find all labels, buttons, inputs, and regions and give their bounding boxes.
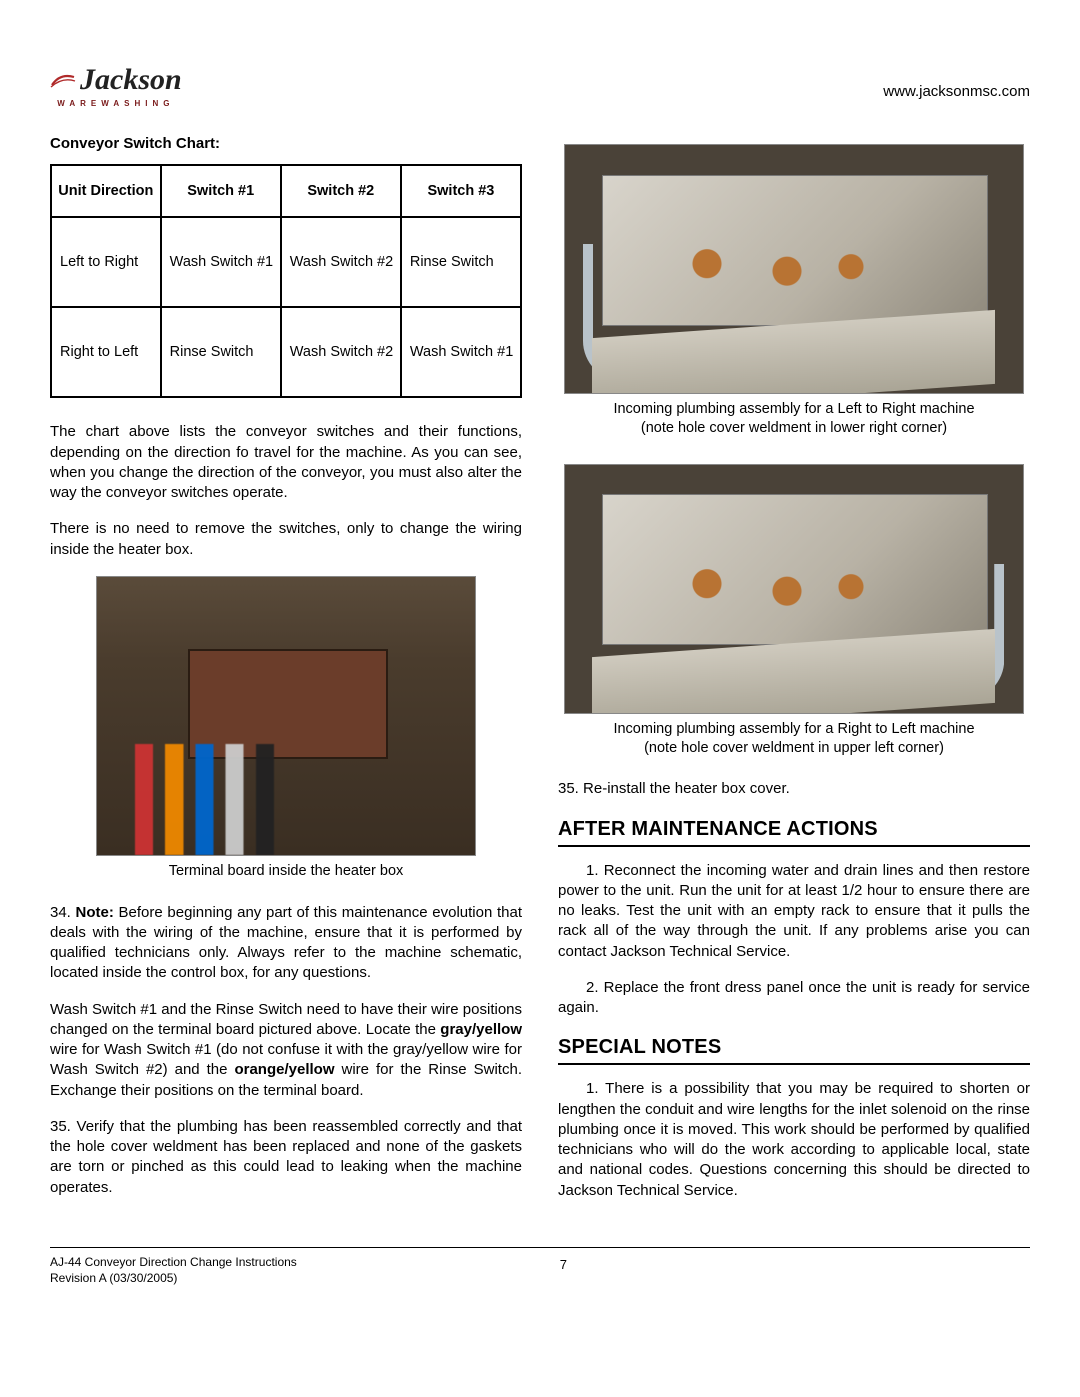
figure-caption: Incoming plumbing assembly for a Right t… [558, 720, 1030, 758]
table-header: Switch #3 [401, 165, 521, 217]
table-cell: Wash Switch #1 [161, 217, 281, 307]
after-maintenance-step-2: 2. Replace the front dress panel once th… [558, 978, 1030, 1019]
table-cell: Wash Switch #2 [281, 307, 401, 397]
step-number: 34. [50, 904, 76, 921]
paragraph-no-remove: There is no need to remove the switches,… [50, 519, 522, 560]
content-columns: Conveyor Switch Chart: Unit Direction Sw… [50, 134, 1030, 1217]
table-cell: Left to Right [51, 217, 161, 307]
table-cell: Wash Switch #1 [401, 307, 521, 397]
figure-caption: Terminal board inside the heater box [50, 862, 522, 881]
footer-page-number: 7 [560, 1254, 567, 1274]
caption-line: Incoming plumbing assembly for a Right t… [613, 721, 974, 737]
paragraph-step-35: 35. Verify that the plumbing has been re… [50, 1117, 522, 1198]
paragraph-chart-explain: The chart above lists the conveyor switc… [50, 422, 522, 503]
caption-line: (note hole cover weldment in upper left … [644, 740, 944, 756]
page-footer: AJ-44 Conveyor Direction Change Instruct… [50, 1247, 1030, 1286]
caption-line: (note hole cover weldment in lower right… [641, 420, 947, 436]
after-maintenance-step-1: 1. Reconnect the incoming water and drai… [558, 861, 1030, 962]
paragraph-wire-swap: Wash Switch #1 and the Rinse Switch need… [50, 1000, 522, 1101]
table-row: Left to Right Wash Switch #1 Wash Switch… [51, 217, 521, 307]
caption-line: Incoming plumbing assembly for a Left to… [613, 401, 974, 417]
figure-plumbing-rtl [558, 464, 1030, 714]
logo-subline: WAREWASHING [57, 99, 174, 110]
table-row: Right to Left Rinse Switch Wash Switch #… [51, 307, 521, 397]
figure-plumbing-ltr [558, 144, 1030, 394]
step-text: Before beginning any part of this mainte… [50, 904, 522, 982]
table-cell: Wash Switch #2 [281, 217, 401, 307]
table-cell: Right to Left [51, 307, 161, 397]
footer-left: AJ-44 Conveyor Direction Change Instruct… [50, 1254, 297, 1286]
table-header: Switch #1 [161, 165, 281, 217]
table-header: Unit Direction [51, 165, 161, 217]
heading-special-notes: SPECIAL NOTES [558, 1034, 1030, 1065]
brand-logo: Jackson WAREWASHING [50, 60, 182, 116]
paragraph-step-35b: 35. Re-install the heater box cover. [558, 779, 1030, 799]
special-note-1: 1. There is a possibility that you may b… [558, 1079, 1030, 1201]
wire-color-1: gray/yellow [440, 1021, 522, 1038]
table-header: Switch #2 [281, 165, 401, 217]
footer-revision: Revision A (03/30/2005) [50, 1270, 297, 1286]
wire-color-2: orange/yellow [234, 1061, 334, 1078]
note-label: Note: [76, 904, 114, 921]
chart-title: Conveyor Switch Chart: [50, 134, 522, 154]
figure-terminal-board [50, 576, 522, 856]
table-cell: Rinse Switch [161, 307, 281, 397]
plumbing-rtl-image [564, 464, 1024, 714]
table-cell: Rinse Switch [401, 217, 521, 307]
right-column: Incoming plumbing assembly for a Left to… [558, 134, 1030, 1217]
terminal-board-image [96, 576, 476, 856]
figure-caption: Incoming plumbing assembly for a Left to… [558, 400, 1030, 438]
logo-tiny-print [115, 109, 117, 116]
logo-brand-text: Jackson [80, 60, 182, 101]
heading-after-maintenance: AFTER MAINTENANCE ACTIONS [558, 816, 1030, 847]
website-url: www.jacksonmsc.com [883, 60, 1030, 102]
left-column: Conveyor Switch Chart: Unit Direction Sw… [50, 134, 522, 1217]
footer-doc-title: AJ-44 Conveyor Direction Change Instruct… [50, 1254, 297, 1270]
plumbing-ltr-image [564, 144, 1024, 394]
paragraph-step-34: 34. Note: Before beginning any part of t… [50, 903, 522, 984]
conveyor-switch-table: Unit Direction Switch #1 Switch #2 Switc… [50, 164, 522, 398]
page-header: Jackson WAREWASHING www.jacksonmsc.com [50, 60, 1030, 116]
logo-swoosh-icon [50, 71, 76, 89]
